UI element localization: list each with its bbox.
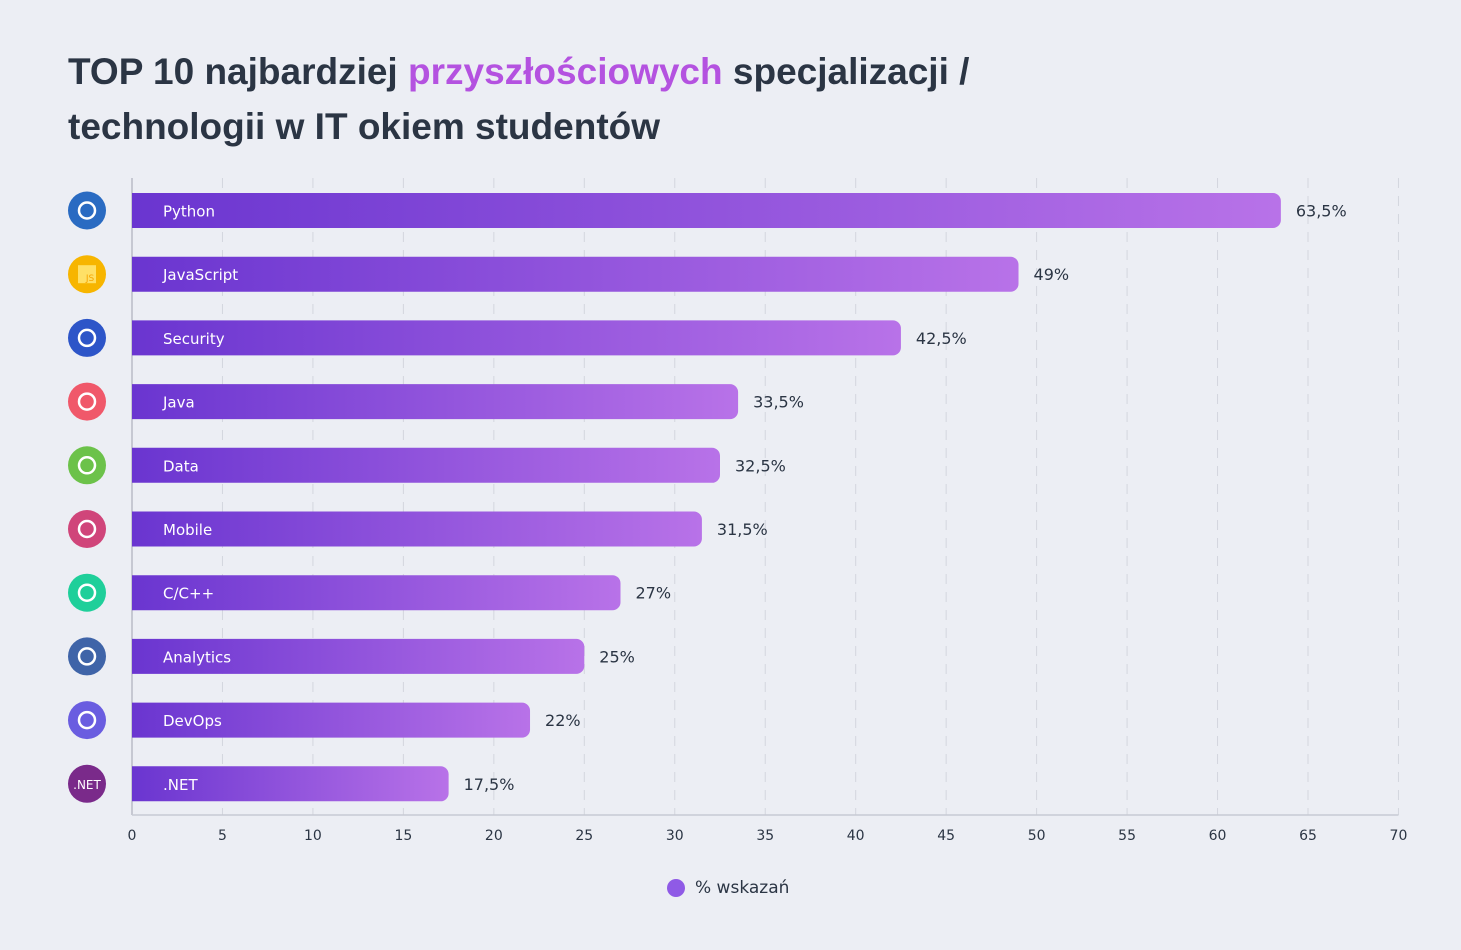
bar-net	[132, 766, 449, 802]
bar-python	[132, 193, 1281, 228]
bar-label: DevOps	[163, 712, 222, 730]
x-tick-label: 55	[1118, 828, 1136, 844]
x-tick-label: 35	[756, 828, 774, 844]
devops-icon-glyph	[77, 710, 97, 730]
x-tick-label: 30	[666, 828, 684, 844]
x-tick-label: 5	[218, 828, 227, 844]
bar-label: Security	[163, 330, 225, 348]
java-icon	[68, 382, 106, 421]
legend: % wskazań	[667, 878, 789, 898]
python-icon-glyph	[77, 201, 97, 220]
bar-label: JavaScript	[162, 266, 238, 284]
bar-label: .NET	[163, 776, 198, 794]
x-tick-label: 25	[575, 828, 593, 844]
data-label: 42,5%	[916, 329, 967, 348]
mobile-icon-glyph	[77, 519, 97, 539]
bar-label: C/C++	[163, 585, 214, 603]
data-label: 33,5%	[753, 393, 804, 412]
data-label: 49%	[1034, 265, 1070, 284]
cpp-icon-glyph	[77, 583, 97, 602]
legend-label: % wskazań	[695, 878, 790, 898]
dotnet-icon	[68, 764, 106, 803]
bar-data	[132, 447, 720, 483]
cpp-icon	[68, 573, 106, 612]
javascript-icon-text: JS	[85, 274, 95, 284]
x-tick-label: 0	[128, 828, 137, 844]
x-tick-label: 60	[1209, 828, 1227, 844]
analytics-icon-glyph	[77, 647, 97, 666]
data-label: 27%	[635, 584, 671, 603]
bar-label: Analytics	[163, 648, 231, 666]
data-label: 32,5%	[735, 456, 786, 475]
js-box	[78, 265, 96, 284]
bar-label: Python	[163, 203, 215, 221]
bar-label: Mobile	[163, 521, 212, 539]
analytics-icon	[68, 637, 106, 676]
x-tick-label: 15	[394, 828, 412, 844]
bar-label: Data	[163, 457, 199, 475]
java-icon-glyph	[77, 392, 97, 411]
bar-mobile	[132, 511, 702, 547]
bar-java	[132, 384, 739, 420]
shield-icon-glyph	[77, 328, 97, 348]
bar-cc	[132, 575, 621, 611]
bar-analytics	[132, 638, 585, 674]
data-label: 63,5%	[1296, 202, 1347, 221]
bar-devops	[132, 702, 531, 738]
database-icon	[68, 446, 106, 485]
bar-javascript	[132, 256, 1019, 292]
database-icon-glyph	[77, 456, 97, 475]
data-label: 22%	[545, 711, 581, 730]
chart-title: TOP 10 najbardziej przyszłościowych spec…	[68, 44, 1068, 154]
x-tick-label: 65	[1299, 828, 1317, 844]
mobile-icon	[68, 510, 106, 548]
shield-icon	[68, 318, 106, 357]
x-tick-label: 40	[847, 828, 865, 844]
x-tick-label: 50	[1028, 828, 1046, 844]
legend-swatch	[667, 879, 685, 897]
dotnet-icon-text: .NET	[73, 778, 101, 792]
bar-label: Java	[162, 394, 195, 412]
data-label: 25%	[599, 647, 635, 666]
title-line2: technologii w IT okiem studentów	[68, 106, 661, 147]
data-label: 17,5%	[464, 775, 515, 794]
data-label: 31,5%	[717, 520, 768, 539]
title-part1: TOP 10 najbardziej	[68, 51, 408, 92]
title-highlight: przyszłościowych	[408, 51, 723, 92]
title-part2: specjalizacji /	[722, 51, 970, 92]
bar-security	[132, 320, 901, 356]
python-icon	[68, 191, 106, 230]
x-tick-label: 70	[1390, 828, 1408, 844]
devops-icon	[68, 701, 106, 740]
x-tick-label: 20	[485, 828, 503, 844]
x-tick-label: 45	[937, 828, 955, 844]
x-tick-label: 10	[304, 828, 322, 844]
